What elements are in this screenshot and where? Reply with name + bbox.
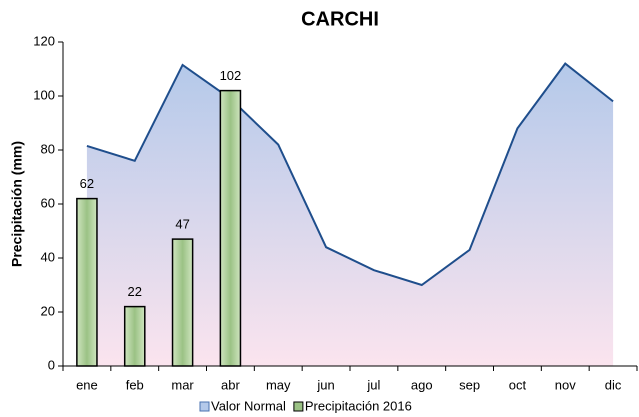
legend-label: Valor Normal <box>211 398 286 413</box>
y-tick-label: 20 <box>41 303 55 318</box>
legend-swatch <box>199 401 210 412</box>
x-tick-label: oct <box>509 377 527 392</box>
x-tick-label: sep <box>459 377 480 392</box>
x-tick-label: may <box>266 377 291 392</box>
area-fill <box>86 63 614 366</box>
bar <box>76 197 98 367</box>
y-tick-label: 60 <box>41 195 55 210</box>
x-tick-label: abr <box>221 377 240 392</box>
bar <box>123 305 146 367</box>
data-label: 47 <box>175 217 189 232</box>
area-line <box>86 62 614 287</box>
data-label: 22 <box>128 284 142 299</box>
y-tick-label: 120 <box>33 33 55 48</box>
y-tick-label: 80 <box>41 141 55 156</box>
y-tick-label: 40 <box>41 249 55 264</box>
x-tick-label: ene <box>76 377 98 392</box>
bar <box>171 238 194 367</box>
x-tick-label: dic <box>605 377 622 392</box>
x-tick-label: feb <box>126 377 144 392</box>
y-tick-label: 100 <box>33 87 55 102</box>
x-tick-label: ago <box>411 377 433 392</box>
x-tick-label: jul <box>366 377 380 392</box>
x-tick-label: mar <box>171 377 194 392</box>
data-label: 62 <box>80 176 94 191</box>
legend-swatch <box>293 401 304 412</box>
legend-label: Precipitación 2016 <box>305 398 412 413</box>
bar <box>219 89 242 367</box>
x-tick-label: nov <box>555 377 576 392</box>
data-label: 102 <box>220 68 242 83</box>
x-tick-label: jun <box>316 377 334 392</box>
y-tick-label: 0 <box>48 357 55 372</box>
y-axis-label: Precipitación (mm) <box>9 141 25 267</box>
chart-title: CARCHI <box>301 8 379 30</box>
